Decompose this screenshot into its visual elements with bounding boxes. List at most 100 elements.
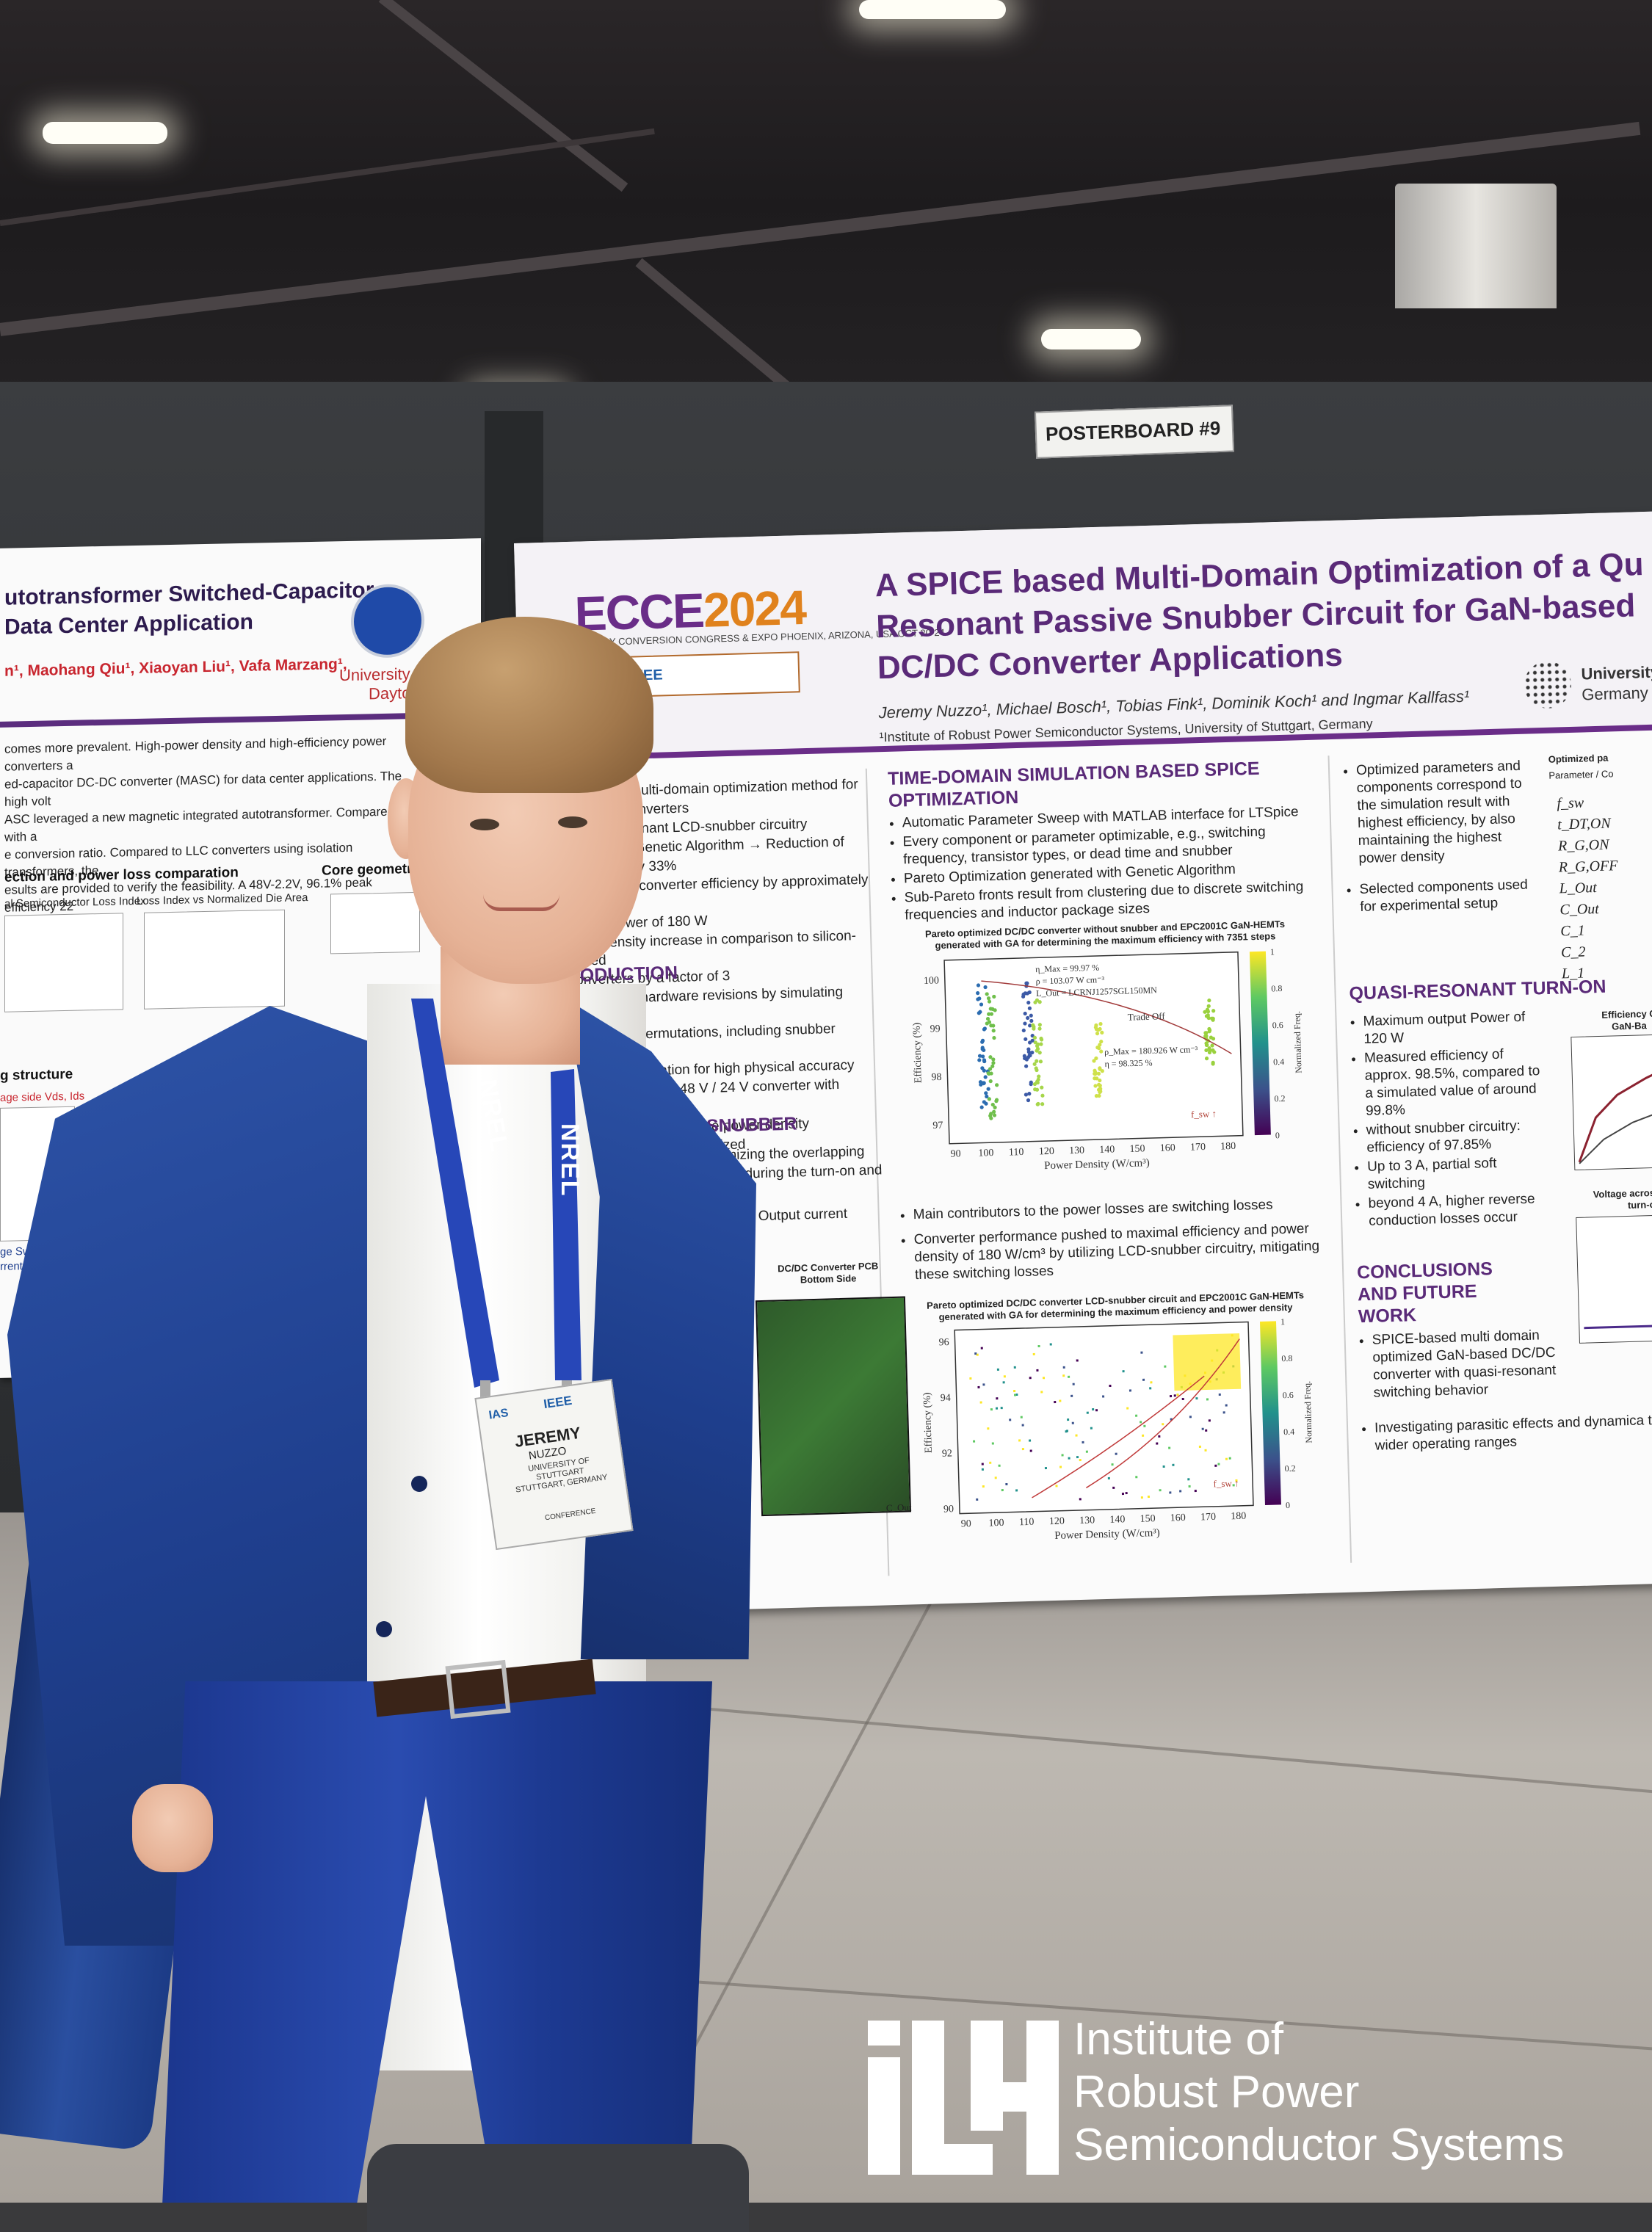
colorbar-tick: 0.6 [1272,1020,1283,1030]
data-point [1218,1393,1221,1396]
data-point [1015,1393,1018,1396]
data-point [1079,1459,1082,1462]
y-tick-label: 94 [941,1393,951,1404]
data-point [1115,1452,1117,1455]
voltage-curve [1584,1265,1652,1330]
data-point [1015,1489,1018,1492]
data-point [1159,1489,1162,1492]
data-point [984,1091,988,1095]
data-point [1203,1010,1207,1014]
bullet: Optimized parameters and components corr… [1356,757,1543,868]
time-domain-bullets: Automatic Parameter Sweep with MATLAB in… [889,803,1316,927]
x-tick-label: 150 [1129,1143,1145,1155]
data-point [1059,1399,1062,1402]
logo-h-bar [971,2082,1059,2112]
data-point [1039,1042,1043,1046]
data-point [1135,1414,1138,1417]
colorbar-tick: 0.2 [1274,1093,1285,1104]
voltage-plot-caption: Voltage across outpu turn-o [1575,1186,1652,1213]
data-point [1033,1040,1037,1045]
trade-off-label: Trade Off [1128,1010,1166,1022]
colorbar-label: Normalized Freq. [1291,1011,1303,1073]
annotation-density: ρ = 103.07 W cm⁻³ [1035,974,1104,987]
colorbar-tick: 0 [1275,1130,1280,1140]
param-row: C_Out [1559,900,1600,918]
data-point [1195,1397,1198,1400]
data-point [1142,1434,1145,1437]
x-tick-label: 130 [1079,1515,1095,1526]
data-point [1023,1011,1027,1016]
smile [483,894,559,911]
data-point [1029,1018,1034,1023]
bullet: Measured efficiency of approx. 98.5%, co… [1364,1045,1550,1120]
ceiling-light [859,0,1006,19]
data-point [980,1047,985,1051]
data-point [1018,1439,1021,1442]
data-point [988,1067,993,1071]
y-tick-label: 98 [931,1072,941,1083]
data-point [985,1017,990,1021]
data-point [1208,1419,1211,1422]
data-point [1207,999,1211,1003]
jacket-button [376,1621,392,1637]
data-point [991,1442,994,1445]
data-point [1214,1464,1217,1467]
data-point [1096,1071,1101,1076]
badge-role: CONFERENCE [544,1507,597,1523]
data-point [1001,1489,1004,1492]
x-tick-label: 90 [961,1518,971,1529]
x-tick-label: 180 [1220,1141,1236,1153]
data-point [1076,1359,1079,1362]
param-row: t_DT,ON [1557,815,1611,833]
x-tick-label: 140 [1099,1144,1115,1156]
stuttgart-wordmark: University of Germany [1581,662,1652,706]
section-heading-time-domain: TIME-DOMAIN SIMULATION BASED SPICE OPTIM… [888,758,1261,812]
data-point [1067,1418,1070,1421]
data-point [1206,1015,1211,1021]
data-point [1176,1394,1179,1396]
chart2-svg: 90 100 110 120 130 140 150 160 170 180 90 92 94 96 Pow… [922,1316,1314,1542]
data-point [1065,1430,1069,1432]
data-point [1021,1028,1026,1033]
bullet: Selected components used for experimenta… [1359,876,1543,916]
fsw-label: f_sw ↑ [1191,1108,1217,1120]
data-point [1021,1447,1024,1451]
data-point [1030,1038,1035,1043]
data-point [1036,1369,1039,1372]
data-point [1035,1046,1040,1051]
belt-buckle [445,1659,511,1720]
section-heading-conclusions: CONCLUSIONS AND FUTURE WORK [1357,1258,1494,1327]
data-point [1000,1407,1003,1410]
x-tick-label: 120 [1049,1516,1065,1528]
data-point [1029,1013,1033,1018]
bullet: Maximum output Power of 120 W [1363,1008,1547,1048]
data-point [1206,1010,1211,1014]
data-point [981,1054,985,1059]
data-point [1028,1040,1032,1045]
y-tick-label: 90 [943,1504,954,1515]
stuttgart-line: University of [1581,662,1652,684]
data-point [982,1485,985,1488]
colorbar [1249,951,1271,1136]
data-point [992,1035,996,1040]
data-point [1204,1043,1209,1048]
data-point [1225,1457,1228,1460]
param-table-header: Optimized pa [1548,752,1609,765]
bullet: beyond 4 A, higher reverse conduction lo… [1368,1190,1552,1231]
data-point [1092,1059,1096,1063]
data-point [1098,1043,1102,1047]
data-point [1206,1398,1209,1401]
annotation-max-density: ρ_Max = 180.926 W cm⁻³ [1104,1044,1198,1057]
data-point [1217,1463,1220,1465]
colorbar-tick: 0 [1286,1500,1290,1510]
caption-line: GaN-Ba [1611,1020,1647,1032]
data-point [1023,1021,1027,1026]
posterboard-sign: POSTERBOARD #9 [1034,405,1235,459]
data-point [987,1071,991,1076]
data-point [1194,1490,1197,1493]
efficiency-curve [1578,1054,1652,1163]
data-point [1092,1408,1095,1411]
jacket-button [411,1476,427,1492]
data-point [1098,1087,1103,1091]
data-point [989,1116,993,1120]
